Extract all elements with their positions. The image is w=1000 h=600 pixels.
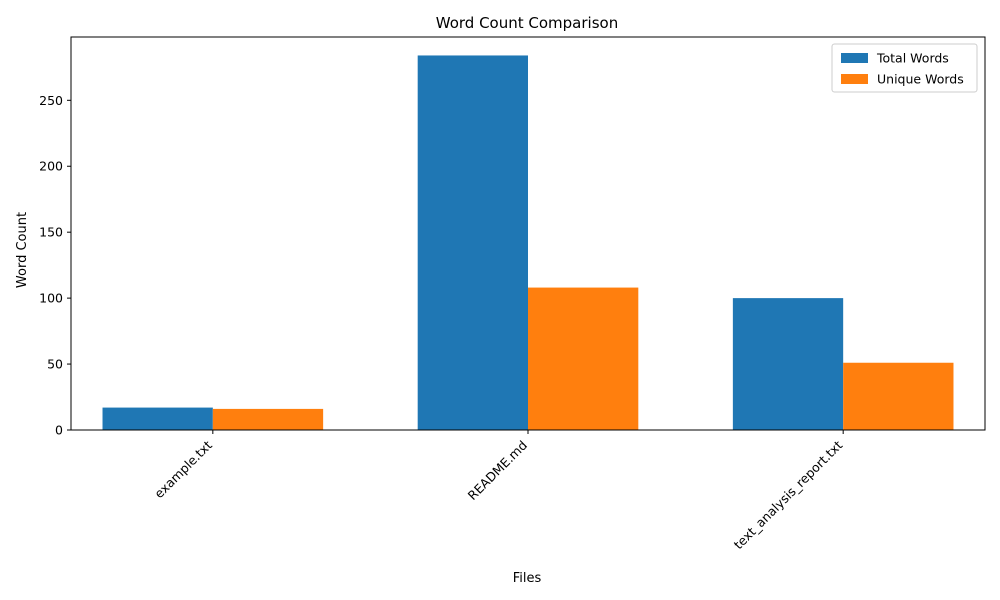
bar-unique-1	[528, 287, 639, 430]
bar-total-0	[102, 407, 213, 430]
y-tick-label: 50	[47, 357, 63, 372]
x-axis-ticks: example.txt README.md text_analysis_report…	[151, 430, 845, 552]
x-tick-label: text_analysis_report.txt	[731, 437, 846, 552]
chart-title: Word Count Comparison	[436, 14, 618, 32]
y-axis-label: Word Count	[15, 212, 30, 288]
x-tick-label: README.md	[465, 438, 530, 503]
y-tick-label: 100	[39, 291, 63, 306]
plot-frame	[70, 36, 986, 431]
bar-unique-0	[212, 408, 324, 430]
bar-unique-2	[843, 362, 954, 430]
y-tick-label: 200	[39, 159, 63, 174]
legend: Total Words Unique Words	[831, 43, 978, 93]
legend-box	[831, 43, 978, 93]
y-tick-label: 250	[39, 93, 63, 108]
bar-total-1	[417, 55, 528, 431]
bars-layer	[102, 55, 954, 431]
legend-swatch	[841, 53, 868, 63]
bar-total-2	[732, 298, 844, 430]
x-tick-label: example.txt	[151, 437, 215, 501]
legend-label: Total Words	[876, 51, 949, 66]
x-axis-label: Files	[513, 571, 542, 586]
y-tick-label: 0	[55, 423, 63, 438]
legend-swatch	[841, 74, 868, 84]
y-tick-label: 150	[39, 225, 63, 240]
y-axis-ticks: 0 50 100 150 200 250	[39, 93, 71, 438]
legend-label: Unique Words	[877, 72, 964, 87]
